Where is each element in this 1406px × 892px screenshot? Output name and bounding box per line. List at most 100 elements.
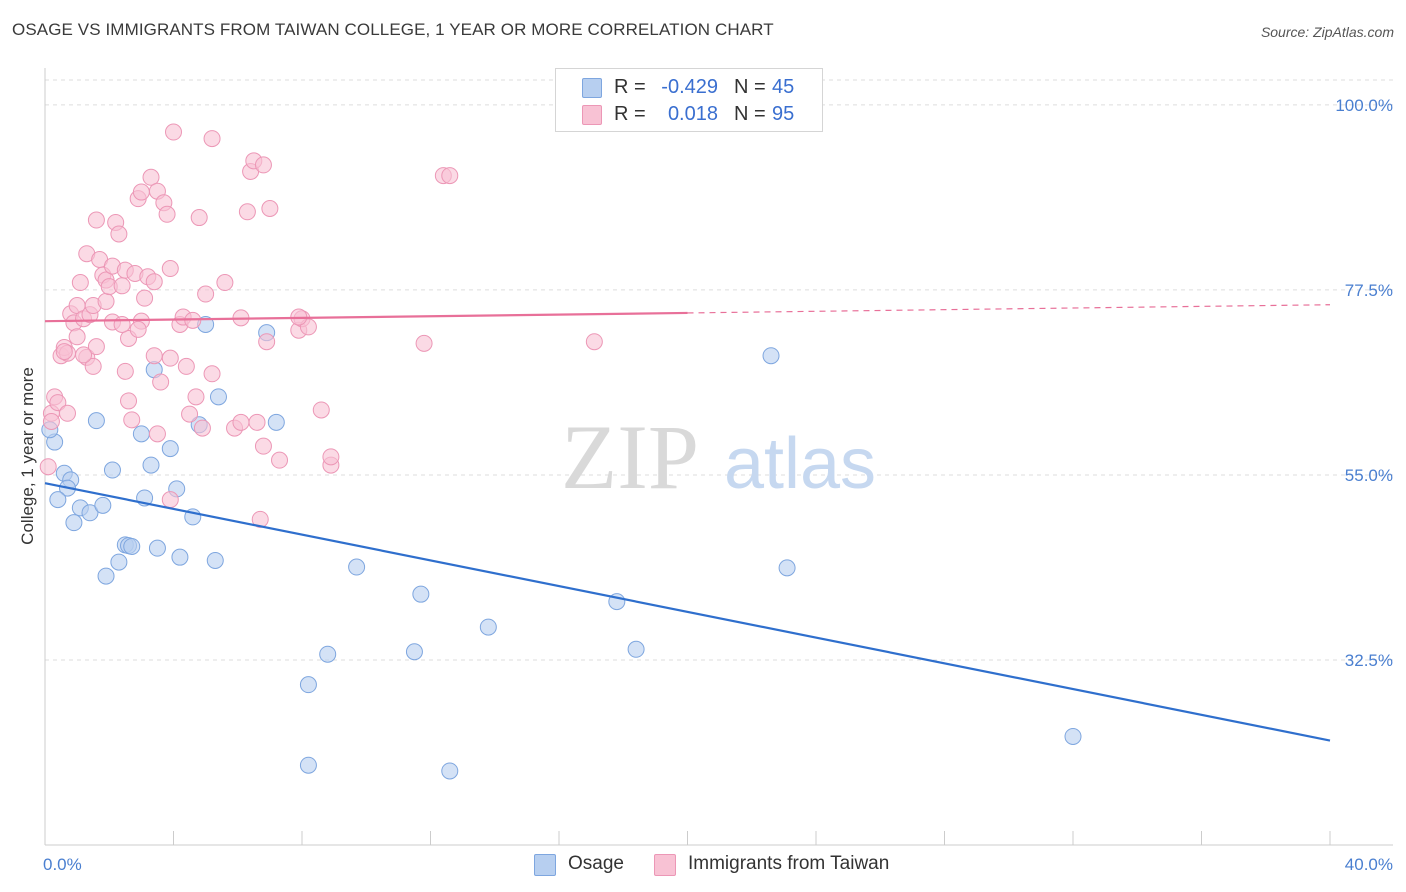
taiwan-point xyxy=(258,333,276,351)
taiwan-point xyxy=(97,292,115,310)
taiwan-point xyxy=(232,413,250,431)
taiwan-point xyxy=(193,419,211,437)
osage-point xyxy=(65,514,83,532)
legend-r-label: R = xyxy=(614,76,646,98)
taiwan-point xyxy=(110,225,128,243)
osage-point xyxy=(171,548,189,566)
taiwan-point xyxy=(148,425,166,443)
taiwan-point xyxy=(84,357,102,375)
osage-point xyxy=(627,640,645,658)
taiwan-point xyxy=(203,130,221,148)
taiwan-point xyxy=(190,209,208,227)
osage-point xyxy=(267,413,285,431)
taiwan-point xyxy=(238,203,256,221)
taiwan-point xyxy=(75,346,93,364)
taiwan-point xyxy=(177,357,195,375)
taiwan-point xyxy=(113,315,131,333)
legend-n-value: 95 xyxy=(772,103,795,125)
osage-point xyxy=(206,551,224,569)
taiwan-point xyxy=(68,328,86,346)
taiwan-point xyxy=(145,347,163,365)
osage-point xyxy=(148,539,166,557)
taiwan-point xyxy=(187,388,205,406)
osage-point xyxy=(299,756,317,774)
taiwan-point xyxy=(116,362,134,380)
osage-trend-line xyxy=(44,482,1331,742)
osage-point xyxy=(209,388,227,406)
taiwan-point xyxy=(181,405,199,423)
taiwan-point xyxy=(441,167,459,185)
taiwan-point xyxy=(42,412,60,430)
osage-point xyxy=(479,618,497,636)
osage-point xyxy=(161,440,179,458)
taiwan-point xyxy=(415,334,433,352)
legend-r-value: -0.429 xyxy=(661,76,718,98)
osage-point xyxy=(319,645,337,663)
osage-label: Osage xyxy=(568,853,624,874)
osage-point xyxy=(81,504,99,522)
taiwan-point xyxy=(261,200,279,218)
taiwan-point xyxy=(39,458,57,476)
trend-lines xyxy=(44,304,1331,742)
legend-r-value: 0.018 xyxy=(667,103,718,125)
taiwan-point xyxy=(136,289,154,307)
legend-row-taiwan: R = 0.018 N = 95 xyxy=(556,100,822,130)
taiwan-point xyxy=(271,451,289,469)
y-tick-label: 77.5% xyxy=(1345,281,1393,300)
chart-source: Source: ZipAtlas.com xyxy=(1260,24,1394,40)
osage-point xyxy=(110,553,128,571)
y-tick-label: 55.0% xyxy=(1345,466,1393,485)
osage-point xyxy=(94,496,112,514)
watermark-zip: ZIP xyxy=(561,406,699,508)
taiwan-point xyxy=(113,277,131,295)
taiwan-trend-line xyxy=(44,311,688,323)
y-tick-label: 100.0% xyxy=(1335,96,1393,115)
taiwan-point xyxy=(161,491,179,509)
taiwan-label: Immigrants from Taiwan xyxy=(688,853,890,874)
legend-row-osage: R = -0.429 N = 45 xyxy=(556,73,822,103)
legend-swatch-osage xyxy=(582,78,602,98)
osage-point xyxy=(123,537,141,555)
y-tick-label: 32.5% xyxy=(1345,651,1393,670)
taiwan-point xyxy=(55,343,73,361)
taiwan-point xyxy=(254,156,272,174)
taiwan-point xyxy=(129,320,147,338)
taiwan-point xyxy=(120,392,138,410)
x-tick-label: 0.0% xyxy=(43,855,82,874)
taiwan-point xyxy=(322,448,340,466)
x-tick-label: 40.0% xyxy=(1345,855,1393,874)
osage-point xyxy=(87,412,105,430)
osage-point xyxy=(299,676,317,694)
osage-point xyxy=(103,461,121,479)
taiwan-point xyxy=(254,437,272,455)
osage-point xyxy=(762,347,780,365)
taiwan-point xyxy=(71,274,89,292)
osage-swatch xyxy=(534,854,556,876)
taiwan-point xyxy=(132,183,150,201)
legend-n-value: 45 xyxy=(772,76,795,98)
taiwan-point xyxy=(585,333,603,351)
osage-point xyxy=(441,762,459,780)
taiwan-point xyxy=(197,285,215,303)
osage-point xyxy=(132,425,150,443)
osage-point xyxy=(405,643,423,661)
stats-legend: R = -0.429 N = 45 R = 0.018 N = 95 xyxy=(555,68,823,132)
taiwan-point xyxy=(87,211,105,229)
axes xyxy=(44,68,1393,846)
osage-point xyxy=(142,456,160,474)
osage-point xyxy=(1064,727,1082,745)
taiwan-point xyxy=(87,338,105,356)
taiwan-point xyxy=(161,260,179,278)
taiwan-point xyxy=(312,401,330,419)
osage-point xyxy=(348,558,366,576)
taiwan-point xyxy=(161,349,179,367)
taiwan-trend-extension xyxy=(687,304,1331,314)
osage-point xyxy=(49,491,67,509)
osage-points xyxy=(41,315,1082,780)
taiwan-point xyxy=(142,168,160,186)
taiwan-point xyxy=(145,273,163,291)
chart-title: OSAGE VS IMMIGRANTS FROM TAIWAN COLLEGE,… xyxy=(12,20,774,39)
taiwan-point xyxy=(49,394,67,412)
taiwan-swatch xyxy=(654,854,676,876)
